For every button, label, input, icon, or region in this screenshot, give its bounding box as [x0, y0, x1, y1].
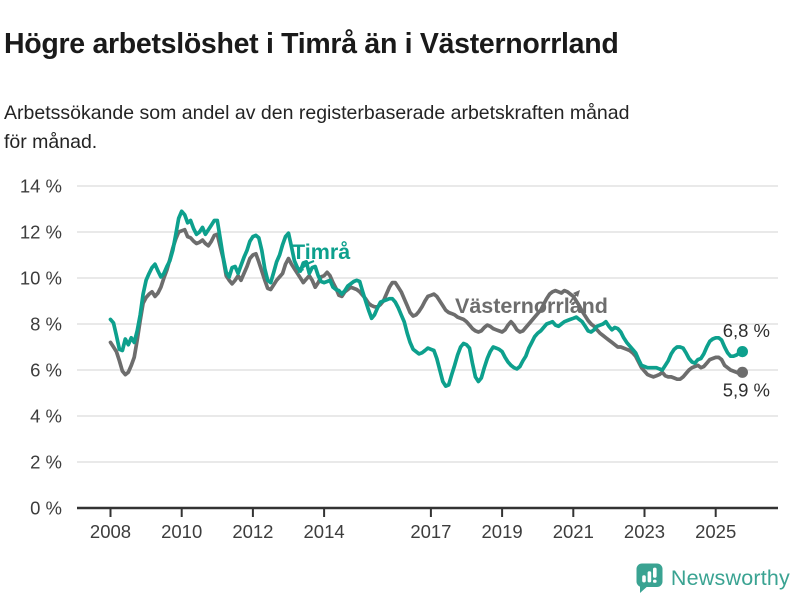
- vasternorrland-label-arrowhead: [573, 290, 580, 297]
- subtitle-line-1: Arbetssökande som andel av den registerb…: [4, 101, 630, 124]
- x-axis-label: 2010: [161, 521, 202, 542]
- series-end-dot-timrå: [736, 346, 749, 358]
- newsworthy-bubble-icon: [636, 563, 663, 593]
- y-axis-label: 10 %: [20, 268, 62, 289]
- x-axis-label: 2025: [695, 521, 736, 542]
- series-end-dot-västernorrland: [736, 366, 749, 378]
- series-label-timrå: Timrå: [292, 240, 351, 264]
- x-axis-label: 2023: [624, 521, 665, 542]
- x-axis-label: 2012: [232, 521, 273, 542]
- series-line-timrå: [108, 209, 745, 388]
- series-label-västernorrland: Västernorrland: [455, 294, 608, 318]
- y-axis-label: 6 %: [30, 360, 62, 381]
- chart-subtitle: Arbetssökande som andel av den registerb…: [4, 99, 792, 158]
- x-axis-label: 2019: [482, 521, 523, 542]
- series-end-label-timrå: 6,8 %: [723, 320, 770, 341]
- y-axis-label: 14 %: [20, 176, 62, 197]
- brand-name: Newsworthy: [670, 566, 790, 590]
- series-line-västernorrland: [108, 227, 745, 382]
- timra-label-arrowhead: [297, 265, 304, 274]
- newsworthy-logo: Newsworthy: [636, 563, 790, 594]
- x-axis-label: 2014: [304, 521, 345, 542]
- x-axis-label: 2017: [410, 521, 451, 542]
- y-axis-label: 12 %: [20, 222, 62, 243]
- y-axis-label: 0 %: [30, 498, 62, 519]
- x-axis-label: 2008: [90, 521, 131, 542]
- y-axis-label: 2 %: [30, 452, 62, 473]
- y-axis-label: 4 %: [30, 406, 62, 427]
- subtitle-line-2: för månad.: [4, 130, 98, 153]
- y-axis-label: 8 %: [30, 314, 62, 335]
- x-axis-label: 2021: [553, 521, 594, 542]
- page-title: Högre arbetslöshet i Timrå än i Västerno…: [4, 28, 619, 61]
- series-end-label-västernorrland: 5,9 %: [723, 379, 770, 400]
